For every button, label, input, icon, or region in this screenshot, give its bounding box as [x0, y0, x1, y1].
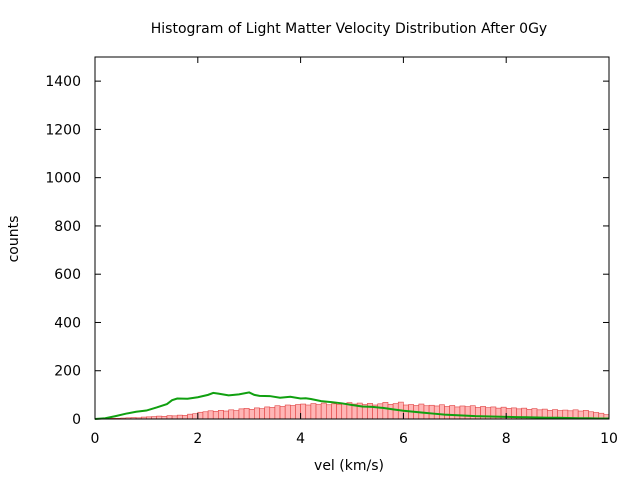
- y-tick-label: 1400: [45, 74, 81, 90]
- y-tick-label: 600: [54, 267, 81, 283]
- x-axis-ticks: 0 2 4 6 8 10: [91, 57, 618, 447]
- histogram-bar: [228, 409, 235, 420]
- histogram-bar: [218, 410, 224, 420]
- y-tick-label: 0: [72, 412, 81, 428]
- distribution-curve-layer: [94, 391, 609, 420]
- y-tick-label: 1200: [45, 122, 81, 138]
- histogram-bar: [331, 403, 337, 420]
- histogram-bar: [325, 404, 332, 420]
- y-tick-label: 800: [54, 219, 81, 235]
- histogram-bar: [243, 408, 250, 420]
- histogram-bar: [459, 405, 466, 420]
- y-axis-ticks: 0 200 400 600 800 1000 1200 1400: [45, 74, 609, 428]
- histogram-bar: [341, 403, 348, 420]
- histogram-bar: [295, 404, 301, 420]
- histogram-bar: [428, 404, 435, 420]
- distribution-curve: [94, 391, 609, 420]
- y-tick-label: 400: [54, 315, 81, 331]
- histogram-bar: [300, 403, 307, 420]
- histogram-bar: [315, 404, 322, 420]
- histogram-bar: [464, 406, 471, 420]
- x-tick-label: 2: [193, 431, 202, 447]
- histogram-bar: [387, 403, 394, 420]
- histogram-bar: [207, 410, 214, 420]
- histogram-bar: [269, 407, 276, 420]
- histogram-bar: [336, 403, 343, 420]
- histogram-bar: [367, 403, 373, 420]
- histogram-bar: [284, 404, 291, 420]
- histogram-bar: [259, 408, 265, 420]
- histogram-bar: [254, 407, 260, 420]
- x-axis-label: vel (km/s): [314, 458, 384, 474]
- histogram-bar: [166, 415, 173, 420]
- histogram-bar: [290, 405, 296, 420]
- x-tick-label: 6: [399, 431, 408, 447]
- histogram-bar: [202, 411, 209, 420]
- plot-frame: [94, 56, 610, 420]
- histogram-bar: [310, 403, 317, 420]
- histogram-bar: [233, 410, 240, 420]
- histogram-bar: [274, 405, 281, 420]
- histogram-bar: [433, 405, 440, 420]
- histogram-bar: [176, 414, 183, 420]
- histogram-bar: [320, 402, 327, 420]
- histogram-bar: [305, 404, 312, 420]
- histogram-bar: [439, 404, 445, 420]
- histogram-bar: [248, 409, 255, 420]
- y-tick-label: 200: [54, 364, 81, 380]
- histogram-bar: [475, 407, 481, 420]
- x-tick-label: 4: [296, 431, 305, 447]
- x-tick-label: 10: [600, 431, 618, 447]
- histogram-bar: [238, 408, 245, 420]
- histogram-bar: [197, 411, 204, 420]
- histogram-bar: [187, 413, 193, 420]
- chart-title: Histogram of Light Matter Velocity Distr…: [151, 21, 547, 37]
- histogram-bar: [212, 410, 219, 420]
- histogram-bar: [182, 415, 188, 420]
- histogram-bar: [377, 403, 384, 420]
- histogram-bar: [449, 405, 456, 420]
- histogram-bar: [264, 406, 271, 420]
- y-tick-label: 1000: [45, 171, 81, 187]
- histogram-bar: [392, 403, 399, 420]
- histogram-bar: [444, 406, 450, 420]
- histogram-bar: [223, 410, 229, 420]
- histogram-bar: [279, 406, 286, 420]
- histogram-bar: [454, 406, 461, 420]
- y-axis-label: counts: [6, 216, 22, 263]
- histogram-bars: [99, 401, 610, 420]
- x-tick-label: 8: [502, 431, 511, 447]
- x-tick-label: 0: [91, 431, 100, 447]
- histogram-bar: [382, 402, 389, 420]
- histogram-bar: [192, 413, 199, 420]
